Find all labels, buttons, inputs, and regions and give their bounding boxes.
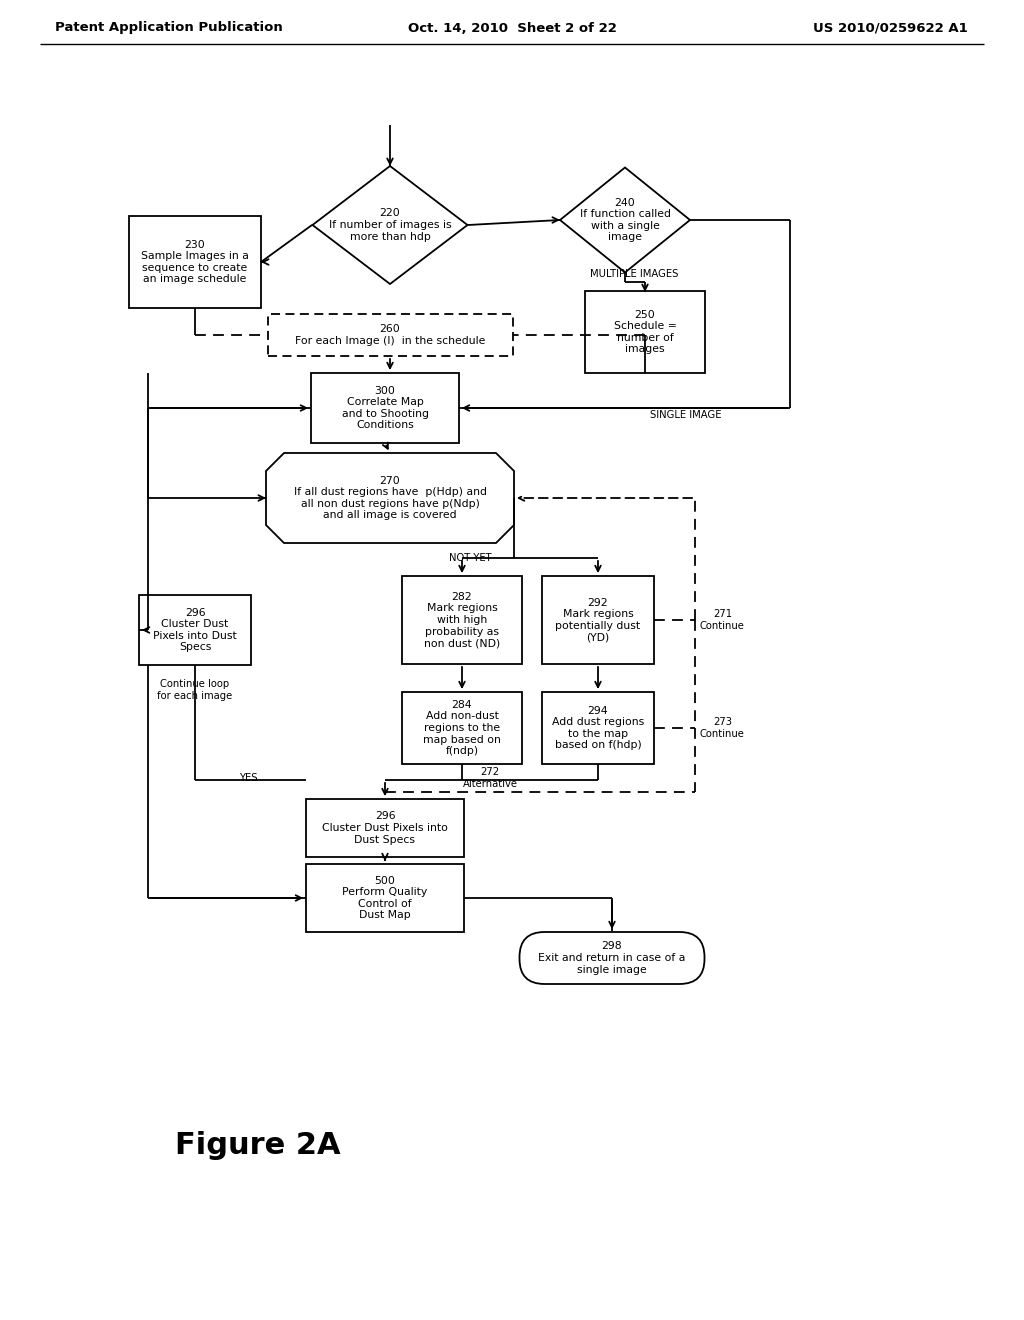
Text: 220
If number of images is
more than hdp: 220 If number of images is more than hdp xyxy=(329,209,452,242)
Text: 294
Add dust regions
to the map
based on f(hdp): 294 Add dust regions to the map based on… xyxy=(552,706,644,750)
Text: 300
Correlate Map
and to Shooting
Conditions: 300 Correlate Map and to Shooting Condit… xyxy=(341,385,428,430)
Text: 272
Alternative: 272 Alternative xyxy=(463,767,517,789)
Text: 500
Perform Quality
Control of
Dust Map: 500 Perform Quality Control of Dust Map xyxy=(342,875,428,920)
FancyBboxPatch shape xyxy=(402,576,522,664)
FancyBboxPatch shape xyxy=(519,932,705,983)
FancyBboxPatch shape xyxy=(129,216,261,308)
FancyBboxPatch shape xyxy=(306,799,464,857)
Text: Continue loop
for each image: Continue loop for each image xyxy=(158,680,232,701)
FancyBboxPatch shape xyxy=(267,314,512,356)
FancyBboxPatch shape xyxy=(585,290,705,374)
Text: 282
Mark regions
with high
probability as
non dust (ND): 282 Mark regions with high probability a… xyxy=(424,591,500,648)
Text: SINGLE IMAGE: SINGLE IMAGE xyxy=(650,411,722,420)
Text: 298
Exit and return in case of a
single image: 298 Exit and return in case of a single … xyxy=(539,941,686,974)
Text: 271
Continue: 271 Continue xyxy=(700,610,744,631)
Text: 270
If all dust regions have  p(Hdp) and
all non dust regions have p(Ndp)
and al: 270 If all dust regions have p(Hdp) and … xyxy=(294,475,486,520)
Polygon shape xyxy=(266,453,514,543)
Text: 240
If function called
with a single
image: 240 If function called with a single ima… xyxy=(580,198,671,243)
Text: NOT YET: NOT YET xyxy=(449,553,492,564)
Text: 273
Continue: 273 Continue xyxy=(700,717,744,739)
FancyBboxPatch shape xyxy=(402,692,522,764)
Text: 296
Cluster Dust Pixels into
Dust Specs: 296 Cluster Dust Pixels into Dust Specs xyxy=(323,812,447,845)
Text: MULTIPLE IMAGES: MULTIPLE IMAGES xyxy=(590,269,678,279)
Polygon shape xyxy=(312,166,468,284)
Text: 230
Sample Images in a
sequence to create
an image schedule: 230 Sample Images in a sequence to creat… xyxy=(141,240,249,284)
Text: US 2010/0259622 A1: US 2010/0259622 A1 xyxy=(813,21,968,34)
Polygon shape xyxy=(560,168,690,272)
Text: 250
Schedule =
number of
images: 250 Schedule = number of images xyxy=(613,310,677,354)
Text: 296
Cluster Dust
Pixels into Dust
Specs: 296 Cluster Dust Pixels into Dust Specs xyxy=(154,607,237,652)
Text: 292
Mark regions
potentially dust
(YD): 292 Mark regions potentially dust (YD) xyxy=(555,598,641,643)
Text: Figure 2A: Figure 2A xyxy=(175,1130,341,1159)
FancyBboxPatch shape xyxy=(542,692,654,764)
Text: Oct. 14, 2010  Sheet 2 of 22: Oct. 14, 2010 Sheet 2 of 22 xyxy=(408,21,616,34)
FancyBboxPatch shape xyxy=(139,595,251,665)
Text: YES: YES xyxy=(239,774,257,783)
Text: 260
For each Image (I)  in the schedule: 260 For each Image (I) in the schedule xyxy=(295,325,485,346)
FancyBboxPatch shape xyxy=(542,576,654,664)
Text: 284
Add non-dust
regions to the
map based on
f(ndp): 284 Add non-dust regions to the map base… xyxy=(423,700,501,756)
Text: Patent Application Publication: Patent Application Publication xyxy=(55,21,283,34)
FancyBboxPatch shape xyxy=(311,374,459,444)
FancyBboxPatch shape xyxy=(306,865,464,932)
